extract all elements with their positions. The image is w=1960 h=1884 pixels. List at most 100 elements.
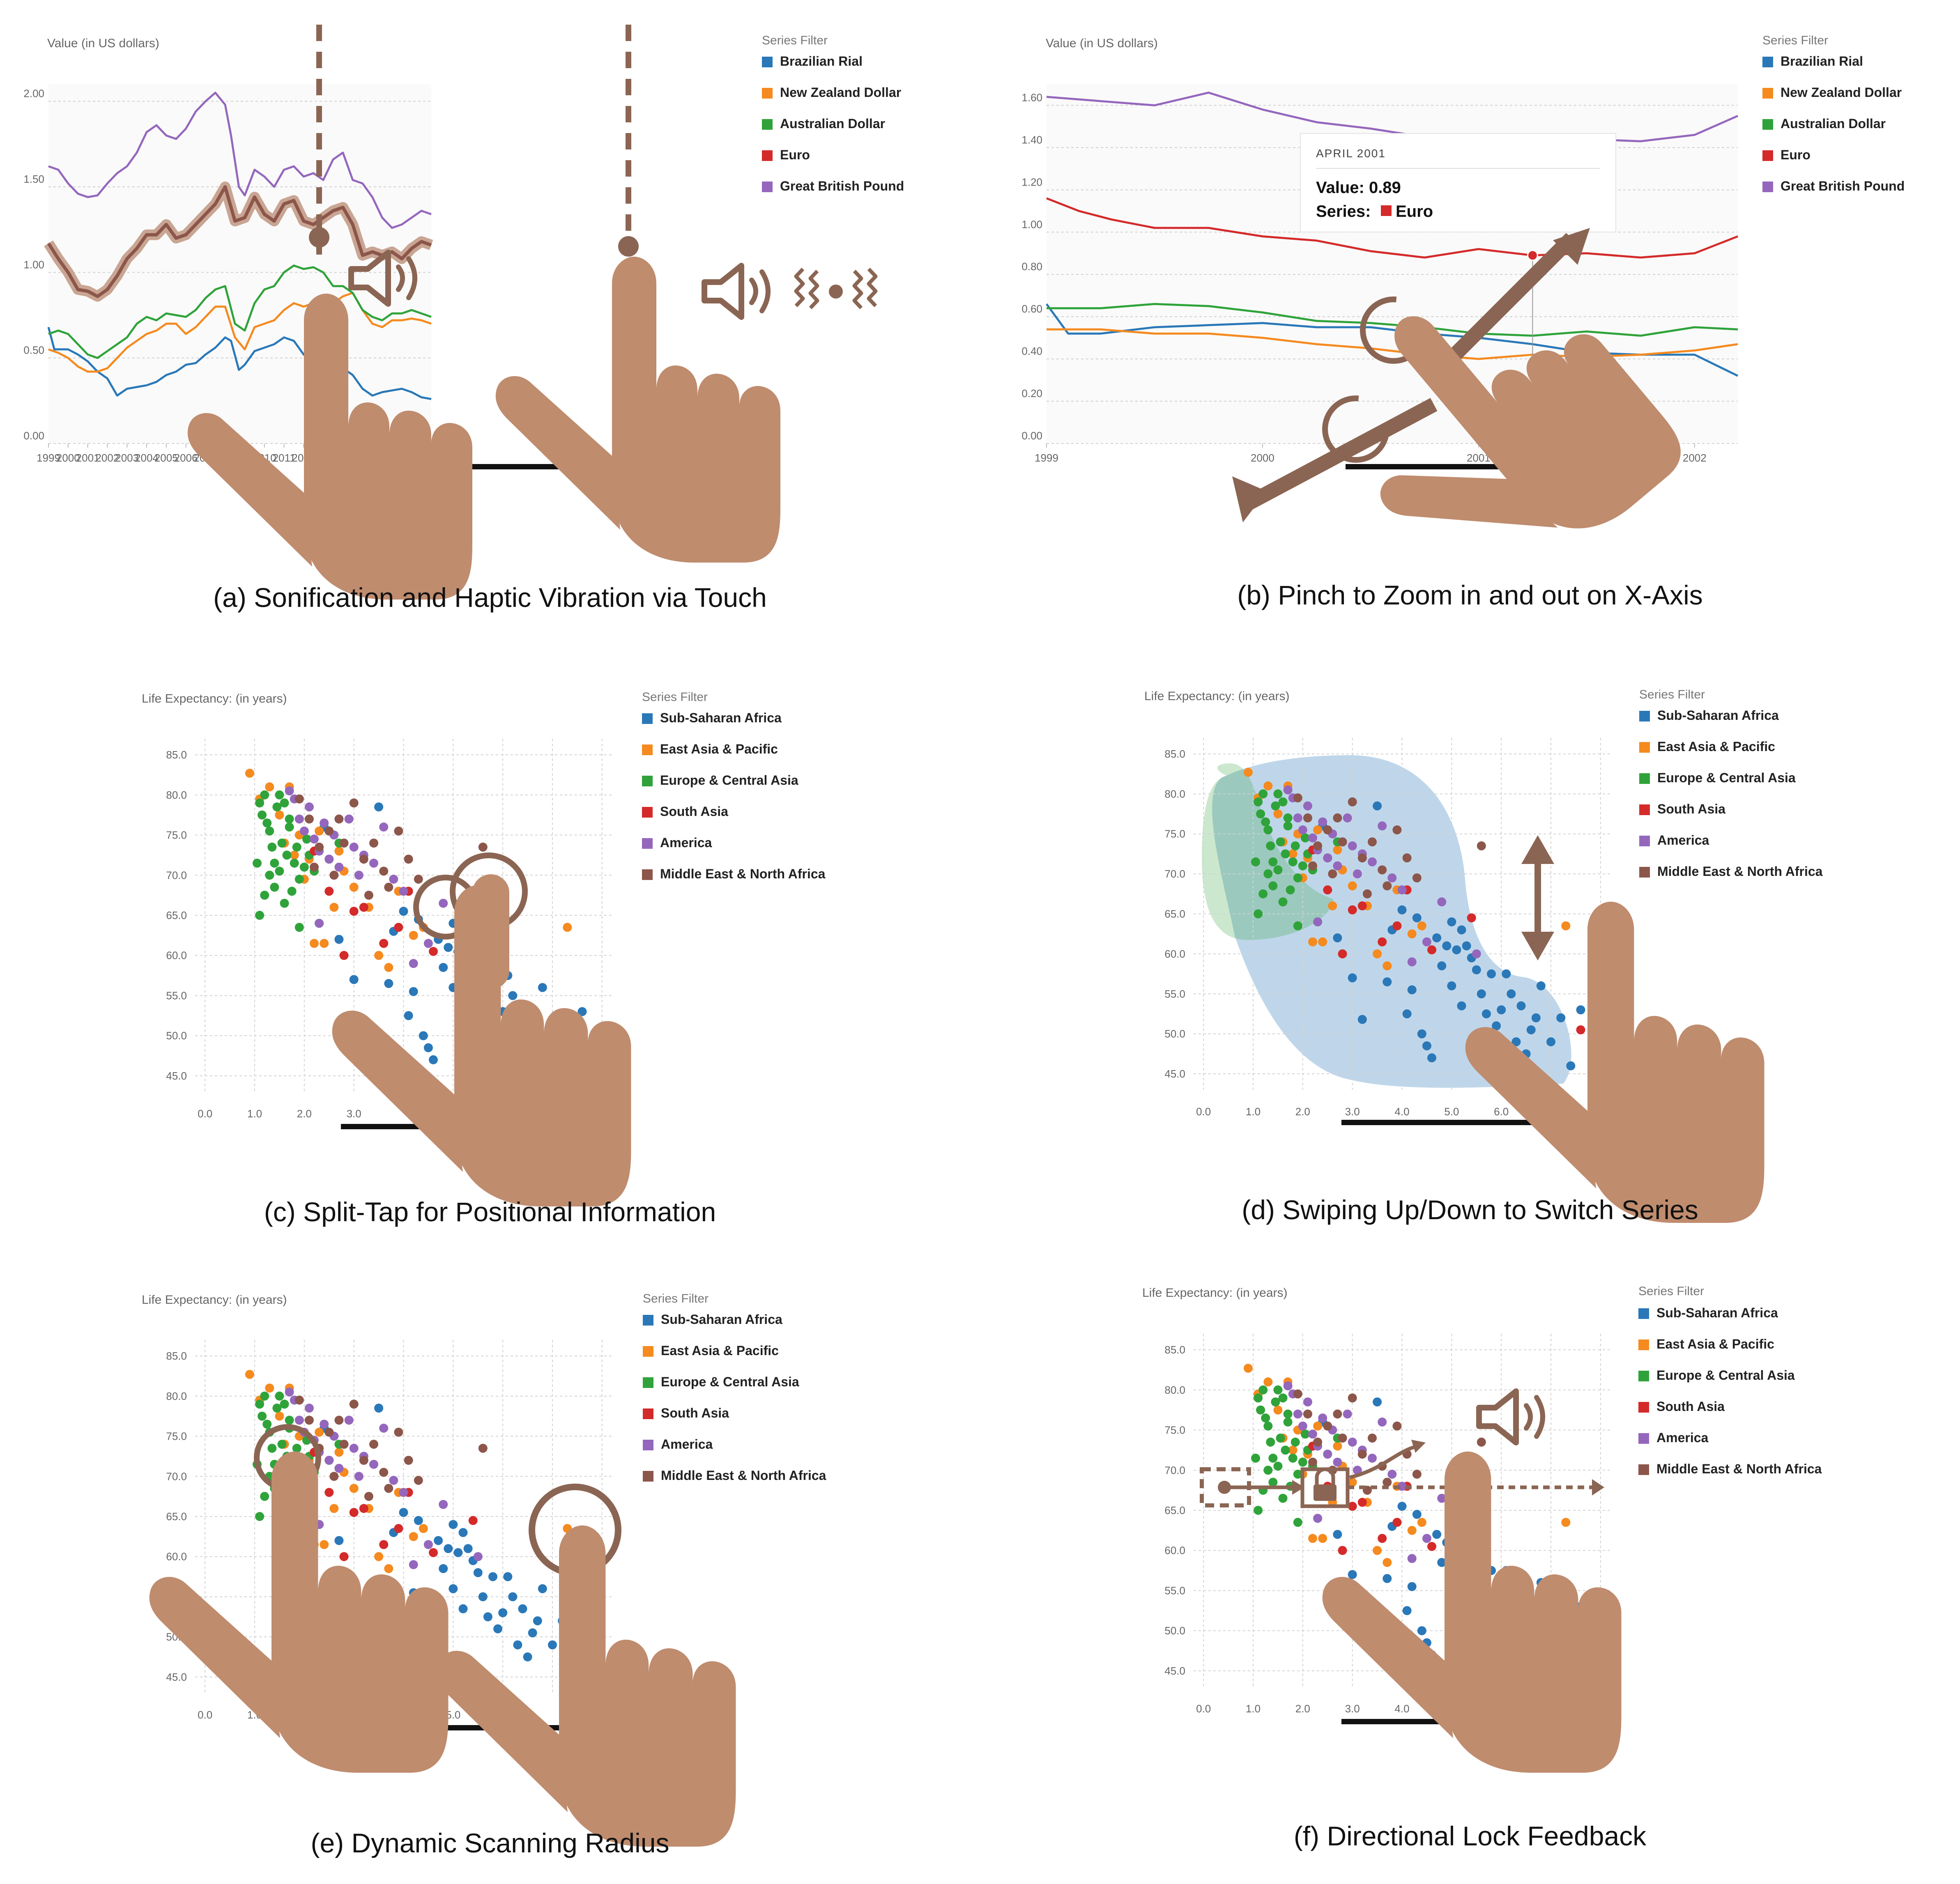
- scatter-point[interactable]: [354, 1472, 363, 1481]
- scatter-point[interactable]: [1338, 1546, 1347, 1555]
- scatter-point[interactable]: [1387, 873, 1397, 882]
- scatter-point[interactable]: [1383, 1477, 1392, 1487]
- scatter-point[interactable]: [379, 823, 389, 832]
- scatter-point[interactable]: [285, 1388, 294, 1397]
- scatter-point[interactable]: [399, 887, 408, 896]
- scatter-point[interactable]: [453, 1548, 463, 1557]
- scatter-point[interactable]: [1357, 1015, 1367, 1024]
- legend-item[interactable]: Middle East & North Africa: [660, 866, 826, 881]
- scatter-point[interactable]: [324, 826, 334, 836]
- scatter-point[interactable]: [444, 1544, 453, 1553]
- series-line[interactable]: [48, 264, 432, 359]
- legend-item[interactable]: Sub-Saharan Africa: [661, 1312, 782, 1327]
- scatter-point[interactable]: [334, 1536, 344, 1545]
- scatter-point[interactable]: [389, 875, 398, 884]
- legend-item[interactable]: Europe & Central Asia: [1657, 770, 1796, 785]
- scatter-point[interactable]: [265, 782, 274, 792]
- legend-item[interactable]: Middle East & North Africa: [1656, 1461, 1822, 1476]
- scatter-point[interactable]: [1338, 837, 1347, 847]
- scatter-point[interactable]: [1368, 1434, 1377, 1443]
- scatter-point[interactable]: [334, 814, 344, 824]
- scatter-point[interactable]: [290, 859, 299, 868]
- scatter-point[interactable]: [262, 1420, 272, 1429]
- scatter-point[interactable]: [1397, 885, 1407, 895]
- scatter-point[interactable]: [1348, 1437, 1357, 1447]
- scatter-point[interactable]: [1373, 1546, 1382, 1555]
- scatter-point[interactable]: [1362, 889, 1372, 898]
- scatter-point[interactable]: [1417, 1029, 1426, 1038]
- scatter-point[interactable]: [1357, 901, 1367, 910]
- scatter-point[interactable]: [260, 1492, 269, 1501]
- scatter-point[interactable]: [439, 1500, 448, 1509]
- scatter-point[interactable]: [1293, 1470, 1302, 1479]
- scatter-point[interactable]: [334, 862, 344, 872]
- scatter-point[interactable]: [1313, 1437, 1323, 1447]
- scatter-point[interactable]: [260, 891, 269, 900]
- scatter-point[interactable]: [548, 1640, 557, 1650]
- scatter-point[interactable]: [1333, 861, 1342, 871]
- scatter-point[interactable]: [1383, 1574, 1392, 1583]
- scatter-point[interactable]: [349, 842, 359, 852]
- legend-item[interactable]: Great British Pound: [1781, 179, 1905, 193]
- scatter-point[interactable]: [1348, 1570, 1357, 1579]
- scatter-point[interactable]: [364, 1492, 373, 1501]
- scatter-point[interactable]: [285, 823, 294, 832]
- scatter-point[interactable]: [294, 923, 304, 932]
- scatter-point[interactable]: [1278, 797, 1288, 806]
- scatter-point[interactable]: [1502, 969, 1511, 979]
- scatter-point[interactable]: [384, 979, 393, 988]
- scatter-point[interactable]: [1477, 1437, 1486, 1447]
- scatter-point[interactable]: [1293, 1389, 1302, 1399]
- scatter-point[interactable]: [1273, 1385, 1283, 1395]
- scatter-point[interactable]: [1251, 1454, 1260, 1463]
- scatter-point[interactable]: [1402, 1606, 1412, 1615]
- scatter-point[interactable]: [258, 810, 267, 820]
- scatter-point[interactable]: [1283, 1381, 1293, 1390]
- scatter-point[interactable]: [299, 826, 309, 836]
- scatter-point[interactable]: [324, 887, 334, 896]
- scatter-point[interactable]: [434, 1536, 443, 1545]
- scatter-point[interactable]: [379, 1424, 389, 1433]
- legend-item[interactable]: America: [660, 835, 712, 850]
- series-line[interactable]: [48, 92, 432, 229]
- scatter-point[interactable]: [384, 882, 393, 892]
- scatter-point[interactable]: [1383, 961, 1392, 971]
- scatter-point[interactable]: [344, 814, 354, 824]
- scatter-point[interactable]: [1283, 1409, 1293, 1419]
- scatter-point[interactable]: [294, 814, 304, 824]
- scatter-point[interactable]: [1447, 981, 1456, 990]
- scatter-point[interactable]: [1318, 1534, 1327, 1543]
- scatter-point[interactable]: [1497, 1005, 1506, 1015]
- scatter-point[interactable]: [334, 935, 344, 944]
- legend-item[interactable]: Europe & Central Asia: [1656, 1368, 1795, 1383]
- scatter-point[interactable]: [1281, 849, 1290, 859]
- scatter-point[interactable]: [1427, 1053, 1436, 1063]
- scatter-point[interactable]: [1546, 1037, 1555, 1047]
- scatter-point[interactable]: [493, 1624, 503, 1634]
- scatter-point[interactable]: [458, 1528, 468, 1537]
- scatter-point[interactable]: [324, 855, 334, 864]
- scatter-point[interactable]: [1333, 1457, 1342, 1467]
- scatter-point[interactable]: [1566, 1061, 1576, 1071]
- scatter-point[interactable]: [399, 1508, 408, 1517]
- legend-item[interactable]: New Zealand Dollar: [780, 85, 901, 100]
- scatter-point[interactable]: [277, 839, 287, 848]
- legend-item[interactable]: Australian Dollar: [1781, 116, 1886, 131]
- scatter-point[interactable]: [287, 887, 297, 896]
- legend-item[interactable]: Sub-Saharan Africa: [660, 710, 782, 725]
- scatter-point[interactable]: [439, 898, 448, 908]
- series-line[interactable]: [1047, 328, 1738, 360]
- scatter-point[interactable]: [389, 1476, 398, 1485]
- scatter-point[interactable]: [1407, 957, 1417, 967]
- scatter-point[interactable]: [299, 862, 309, 872]
- scatter-point[interactable]: [1303, 813, 1312, 823]
- legend-item[interactable]: Sub-Saharan Africa: [1656, 1305, 1778, 1320]
- scatter-point[interactable]: [1273, 1461, 1283, 1471]
- scatter-point[interactable]: [1254, 797, 1263, 806]
- scatter-point[interactable]: [1511, 1037, 1521, 1047]
- scatter-point[interactable]: [1427, 945, 1436, 955]
- scatter-point[interactable]: [1268, 857, 1278, 866]
- scatter-point[interactable]: [508, 991, 518, 1000]
- scatter-point[interactable]: [374, 951, 384, 960]
- scatter-point[interactable]: [1293, 1518, 1302, 1527]
